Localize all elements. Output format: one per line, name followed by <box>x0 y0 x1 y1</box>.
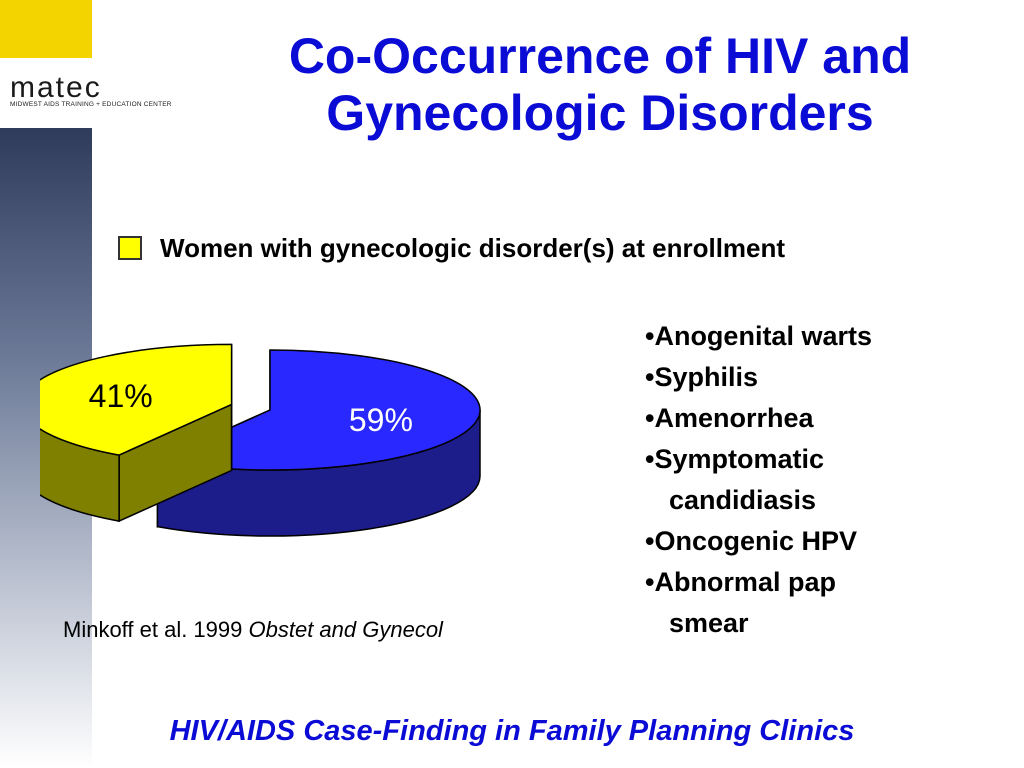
pie-slice-top <box>40 343 233 456</box>
chart-legend: Women with gynecologic disorder(s) at en… <box>118 228 785 268</box>
disorder-item: •Abnormal pap smear <box>645 562 975 644</box>
legend-label: Women with gynecologic disorder(s) at en… <box>160 232 786 263</box>
matec-wordmark: matec <box>10 74 102 100</box>
disorder-item: •Syphilis <box>645 357 975 398</box>
legend-swatch <box>118 236 142 260</box>
pie-slice-label: 59% <box>349 402 413 438</box>
disorder-text: Symptomatic <box>654 444 824 474</box>
bullet-glyph: • <box>645 362 655 392</box>
disorder-text: Anogenital warts <box>654 321 872 351</box>
pie-chart: 59% 41% <box>40 343 481 537</box>
pie-slice-top <box>154 349 481 471</box>
disorder-text-continued: candidiasis <box>669 485 817 515</box>
footer-title: HIV/AIDS Case-Finding in Family Planning… <box>169 715 855 747</box>
corner-accent-square <box>0 0 92 58</box>
disorder-list: •Anogenital warts •Syphilis •Amenorrhea •Sy… <box>645 316 975 644</box>
citation-journal: Obstet and Gynecol <box>248 617 443 642</box>
disorder-text: Abnormal pap <box>654 567 836 597</box>
bullet-glyph: • <box>645 526 655 556</box>
pie-slice-label: 41% <box>89 378 153 414</box>
slide-title-line-2: Gynecologic Disorders <box>326 85 874 141</box>
bullet-glyph: • <box>645 567 655 597</box>
bullet-glyph: • <box>645 403 655 433</box>
slide-title-line-1: Co-Occurrence of HIV and <box>288 28 912 84</box>
citation: Minkoff et al. 1999 Obstet and Gynecol <box>63 617 443 643</box>
bullet-glyph: • <box>645 444 655 474</box>
disorder-text: Amenorrhea <box>654 403 814 433</box>
svg-text:matec: matec <box>10 74 102 100</box>
disorder-item: •Amenorrhea <box>645 398 975 439</box>
logo-tagline: MIDWEST AIDS TRAINING + EDUCATION CENTER <box>10 101 172 108</box>
disorder-text-continued: smear <box>669 608 749 638</box>
disorder-text: Syphilis <box>654 362 758 392</box>
disorder-item: •Anogenital warts <box>645 316 975 357</box>
bullet-glyph: • <box>645 321 655 351</box>
disorder-item: •Oncogenic HPV <box>645 521 975 562</box>
pie-slice: 41% <box>40 343 233 523</box>
disorder-text: Oncogenic HPV <box>654 526 857 556</box>
citation-authors: Minkoff et al. 1999 <box>63 617 243 642</box>
matec-logo: matec MIDWEST AIDS TRAINING + EDUCATION … <box>10 74 175 112</box>
slide-title: Co-Occurrence of HIV and Gynecologic Dis… <box>200 28 1000 142</box>
disorder-item: •Symptomatic candidiasis <box>645 439 975 521</box>
